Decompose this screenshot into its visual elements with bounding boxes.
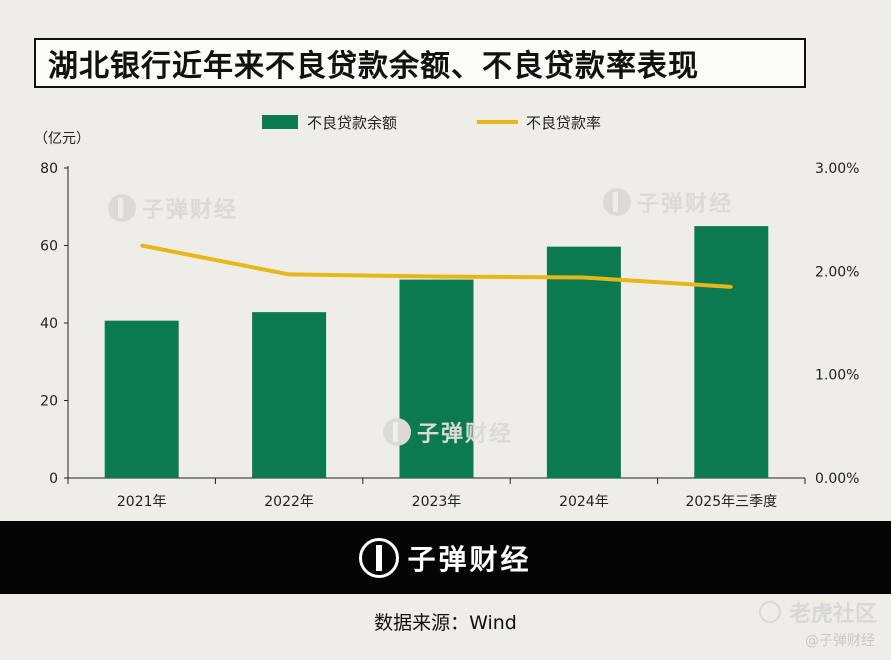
y2-tick-label: 3.00% <box>815 161 859 177</box>
line-point <box>140 244 144 247</box>
bar <box>104 320 179 478</box>
y-axis-label: （亿元） <box>34 131 90 147</box>
author-handle: @子弹财经 <box>805 633 875 649</box>
legend-swatch-bar <box>262 115 298 129</box>
watermark-2: 子弹财经 <box>603 186 733 218</box>
y-tick-label: 0 <box>49 471 58 487</box>
line-point <box>287 272 291 276</box>
y-tick-label: 60 <box>40 239 58 255</box>
legend-label-line: 不良贷款率 <box>526 114 601 132</box>
bullet-logo-icon <box>108 194 136 222</box>
x-tick-label: 2021年 <box>117 494 167 510</box>
y2-tick-label: 1.00% <box>815 368 859 384</box>
y-tick-label: 80 <box>40 161 58 177</box>
bar <box>399 279 474 478</box>
tiger-logo-icon <box>758 601 781 623</box>
bullet-logo-icon <box>359 537 400 578</box>
bullet-logo-icon <box>383 418 411 446</box>
bar <box>694 226 769 478</box>
corner-watermark: 老虎社区 <box>758 596 877 628</box>
x-tick-label: 2022年 <box>264 494 314 510</box>
chart-area: 0 20 40 60 80 （亿元） 0.00% 1.00% 2.00% 3.00% 2021年 20… <box>34 114 859 510</box>
line-point <box>435 275 438 278</box>
data-source: 数据来源：Wind <box>374 612 517 634</box>
chart-title: 湖北银行近年来不良贷款余额、不良贷款率表现 <box>48 49 699 84</box>
line-point <box>582 276 586 280</box>
x-tick-label: 2024年 <box>559 494 609 510</box>
footer-logo: 子弹财经 <box>359 537 532 578</box>
community-name: 老虎社区 <box>788 602 877 627</box>
bar <box>546 246 621 478</box>
chart-title-box: 湖北银行近年来不良贷款余额、不良贷款率表现 <box>34 38 806 88</box>
y-tick-label: 40 <box>40 316 58 332</box>
y2-tick-label: 2.00% <box>815 264 859 280</box>
y-tick-label: 20 <box>40 394 58 410</box>
line-point <box>729 285 733 289</box>
footer-logo-text: 子弹财经 <box>407 542 532 576</box>
watermark-1: 子弹财经 <box>108 192 238 224</box>
x-tick-label: 2025年三季度 <box>685 494 777 510</box>
x-tick-label: 2023年 <box>412 494 462 510</box>
legend-label-bar: 不良贷款余额 <box>307 114 397 132</box>
footer-band: 子弹财经 <box>0 521 891 594</box>
y2-tick-label: 0.00% <box>815 471 859 487</box>
bar <box>252 312 327 478</box>
watermark-3: 子弹财经 <box>383 416 513 448</box>
bullet-logo-icon <box>603 188 631 216</box>
